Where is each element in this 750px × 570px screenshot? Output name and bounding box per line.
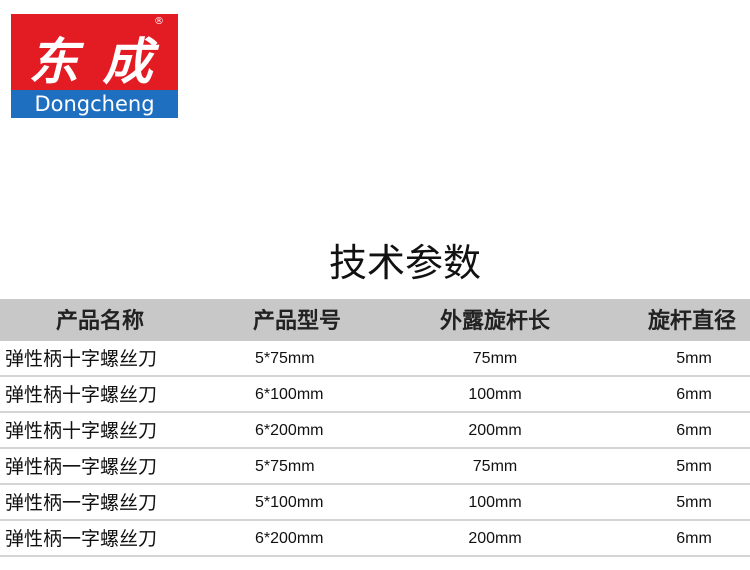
cell-exposed-length: 75mm [472,458,518,475]
spec-table: 产品名称 产品型号 外露旋杆长 旋杆直径 弹性柄十字螺丝刀 5*75mm 75mm 5… [0,299,750,557]
cell-shaft-diameter: 6mm [676,422,712,439]
cell-exposed-length: 200mm [468,422,522,439]
cell-model: 6*200mm [255,530,324,547]
logo-chinese: 东成 [28,32,177,91]
cell-exposed-length: 75mm [472,350,518,367]
cell-model: 5*100mm [255,494,324,511]
table-row: 弹性柄十字螺丝刀 6*100mm 100mm 6mm [0,377,750,413]
table-row: 弹性柄一字螺丝刀 6*200mm 200mm 6mm [0,521,750,557]
cell-model: 5*75mm [255,458,315,475]
cell-model: 6*200mm [255,422,324,439]
table-row: 弹性柄十字螺丝刀 6*200mm 200mm 6mm [0,413,750,449]
cell-shaft-diameter: 6mm [676,386,712,403]
header-shaft-diameter: 旋杆直径 [647,308,737,334]
logo-english: Dongcheng [11,90,178,118]
cell-model: 5*75mm [255,350,315,367]
table-row: 弹性柄一字螺丝刀 5*75mm 75mm 5mm [0,449,750,485]
dongcheng-logo: 东成 ® Dongcheng [11,14,178,118]
cell-product-name: 弹性柄十字螺丝刀 [5,384,158,406]
cell-product-name: 弹性柄十字螺丝刀 [5,348,158,370]
header-product-name: 产品名称 [55,308,145,334]
cell-product-name: 弹性柄一字螺丝刀 [5,528,158,550]
table-row: 弹性柄一字螺丝刀 5*100mm 100mm 5mm [0,485,750,521]
cell-shaft-diameter: 5mm [676,494,712,511]
cell-exposed-length: 100mm [468,386,522,403]
cell-model: 6*100mm [255,386,324,403]
header-exposed-length: 外露旋杆长 [439,308,551,334]
cell-product-name: 弹性柄一字螺丝刀 [5,456,158,478]
cell-product-name: 弹性柄一字螺丝刀 [5,492,158,514]
cell-exposed-length: 100mm [468,494,522,511]
cell-shaft-diameter: 5mm [676,458,712,475]
table-header: 产品名称 产品型号 外露旋杆长 旋杆直径 [0,299,750,341]
cell-shaft-diameter: 6mm [676,530,712,547]
page-title: 技术参数 [328,241,481,285]
cell-shaft-diameter: 5mm [676,350,712,367]
cell-product-name: 弹性柄十字螺丝刀 [5,420,158,442]
registered-mark: ® [154,16,164,27]
table-row: 弹性柄十字螺丝刀 5*75mm 75mm 5mm [0,341,750,377]
cell-exposed-length: 200mm [468,530,522,547]
header-model: 产品型号 [252,308,342,334]
